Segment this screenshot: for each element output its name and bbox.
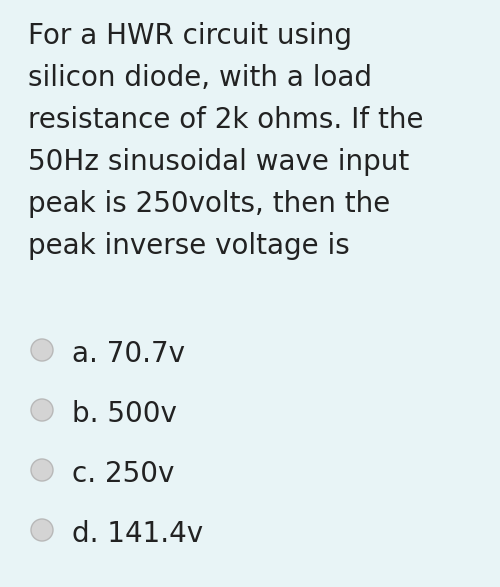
Circle shape: [31, 519, 53, 541]
Text: For a HWR circuit using: For a HWR circuit using: [28, 22, 352, 50]
Circle shape: [31, 459, 53, 481]
Text: a. 70.7v: a. 70.7v: [72, 340, 185, 368]
Text: c. 250v: c. 250v: [72, 460, 174, 488]
Text: 50Hz sinusoidal wave input: 50Hz sinusoidal wave input: [28, 148, 409, 176]
Text: peak is 250volts, then the: peak is 250volts, then the: [28, 190, 390, 218]
Text: b. 500v: b. 500v: [72, 400, 177, 428]
Text: silicon diode, with a load: silicon diode, with a load: [28, 64, 372, 92]
Text: d. 141.4v: d. 141.4v: [72, 520, 203, 548]
Text: resistance of 2k ohms. If the: resistance of 2k ohms. If the: [28, 106, 423, 134]
Circle shape: [31, 339, 53, 361]
Text: peak inverse voltage is: peak inverse voltage is: [28, 232, 350, 260]
Circle shape: [31, 399, 53, 421]
